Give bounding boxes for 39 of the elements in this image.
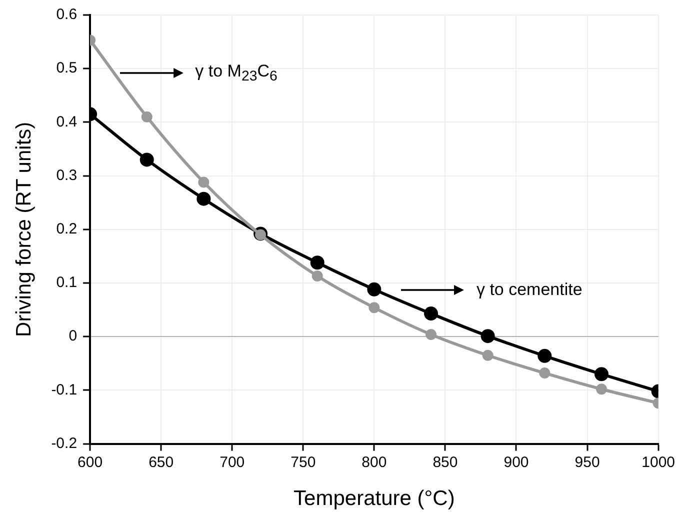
- point: [196, 192, 211, 206]
- point: [539, 368, 550, 379]
- x-tick-label: 950: [574, 454, 600, 471]
- y-tick-label: 0: [68, 328, 78, 345]
- x-tick-label: 700: [220, 454, 245, 471]
- point: [482, 350, 494, 361]
- y-tick-label: 0.5: [56, 60, 78, 77]
- point: [140, 152, 154, 167]
- x-tick-label: 600: [78, 454, 103, 471]
- x-axis-title: Temperature (°C): [294, 487, 455, 510]
- y-tick-label: 0.6: [56, 6, 78, 24]
- x-tick-label: 800: [362, 454, 387, 471]
- y-tick-label: 0.1: [56, 274, 78, 292]
- point: [538, 348, 552, 363]
- point: [424, 306, 438, 321]
- x-tick-label: 900: [504, 454, 529, 471]
- annotation: γ to cementite: [476, 280, 582, 300]
- point: [480, 329, 495, 344]
- y-tick-label: 0.3: [56, 166, 78, 184]
- x-tick-label: 850: [432, 454, 458, 471]
- y-tick-label: 0.2: [56, 220, 78, 238]
- point: [198, 176, 210, 188]
- point: [310, 256, 324, 270]
- point: [596, 384, 607, 395]
- point: [312, 270, 323, 282]
- point: [141, 111, 152, 122]
- x-tick-label: 650: [148, 454, 174, 471]
- y-axis-title: Driving force (RT units): [12, 122, 36, 337]
- x-tick-label: 1000: [642, 454, 676, 471]
- point: [594, 367, 608, 382]
- point: [368, 302, 380, 314]
- y-tick-label: -0.2: [51, 434, 78, 452]
- annotation: γ to M$_{23}$C$_{6}$: [195, 61, 278, 85]
- y-tick-label: -0.1: [51, 381, 78, 398]
- point: [426, 328, 437, 340]
- x-tick-label: 750: [290, 454, 316, 471]
- point: [255, 229, 266, 240]
- point: [367, 282, 382, 296]
- y-tick-label: 0.4: [56, 113, 78, 130]
